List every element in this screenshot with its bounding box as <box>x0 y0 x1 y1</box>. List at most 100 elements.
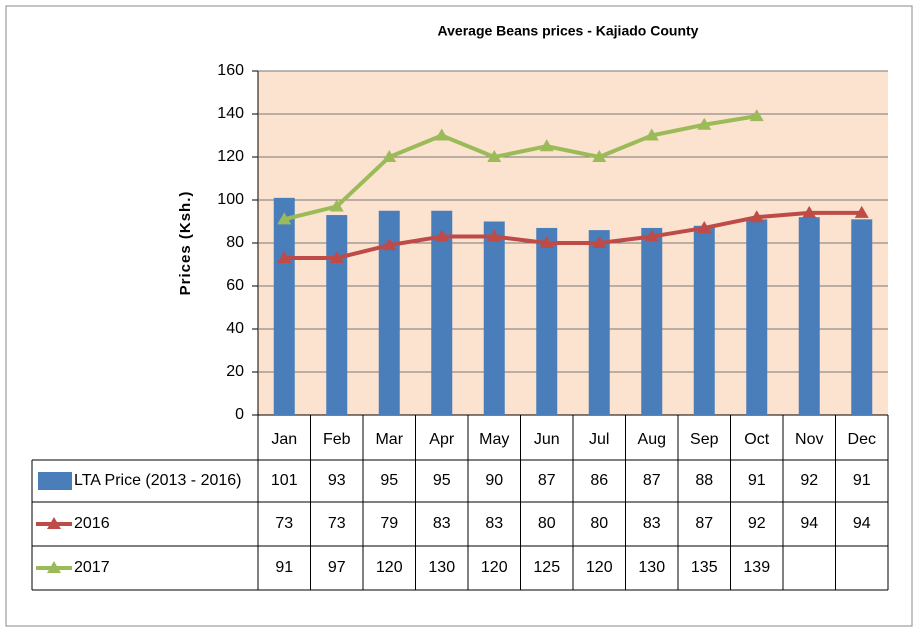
table-value: 73 <box>328 515 346 532</box>
bar <box>273 197 295 415</box>
x-tick-label: Mar <box>375 431 403 448</box>
marker <box>487 150 502 162</box>
x-tick-label: Oct <box>744 431 769 448</box>
bar <box>378 210 400 415</box>
marker <box>434 229 449 242</box>
bar <box>746 219 768 415</box>
bar <box>536 227 558 415</box>
table-value: 120 <box>376 559 403 576</box>
marker <box>749 109 764 122</box>
table-value: 97 <box>328 559 346 576</box>
table-value: 83 <box>433 515 451 532</box>
x-tick-label: Jun <box>534 431 560 448</box>
table-value: 73 <box>275 515 293 532</box>
table-value: 88 <box>695 472 713 489</box>
table-value: 80 <box>538 515 556 532</box>
y-tick-label: 60 <box>226 277 244 294</box>
y-tick-label: 140 <box>217 105 244 122</box>
table-value: 130 <box>638 559 665 576</box>
x-tick-label: Dec <box>848 431 876 448</box>
line <box>284 210 862 261</box>
y-tick-label: 80 <box>226 234 244 251</box>
legend-label: LTA Price (2013 - 2016) <box>74 472 242 489</box>
y-tick-label: 20 <box>226 363 244 380</box>
table-value: 95 <box>380 472 398 489</box>
marker <box>434 128 449 141</box>
x-tick-label: Jul <box>589 431 609 448</box>
table-value: 87 <box>538 472 556 489</box>
table-value: 87 <box>695 515 713 532</box>
y-tick-label: 0 <box>235 406 244 423</box>
y-tick-label: 100 <box>217 191 244 208</box>
y-tick-label: 40 <box>226 320 244 337</box>
table-value: 139 <box>743 559 770 576</box>
legend-label: 2016 <box>74 515 110 532</box>
table-value: 91 <box>275 559 293 576</box>
marker <box>592 236 607 248</box>
marker <box>329 199 344 212</box>
marker <box>697 117 712 130</box>
table-value: 95 <box>433 472 451 489</box>
marker <box>592 150 607 162</box>
y-tick-label: 120 <box>217 148 244 165</box>
marker <box>277 251 292 264</box>
bar <box>798 217 820 415</box>
x-tick-label: Nov <box>795 431 823 448</box>
bar <box>641 227 663 415</box>
marker <box>382 150 397 162</box>
bar <box>588 230 610 415</box>
legend-key <box>47 561 61 573</box>
table-value: 79 <box>380 515 398 532</box>
table-value: 92 <box>800 472 818 489</box>
marker <box>854 205 869 218</box>
table-value: 91 <box>853 472 871 489</box>
table-value: 120 <box>481 559 508 576</box>
bar <box>326 215 348 415</box>
bar <box>483 221 505 415</box>
table-value: 130 <box>428 559 455 576</box>
x-tick-label: May <box>479 431 509 448</box>
bar <box>693 225 715 415</box>
bar <box>851 219 873 415</box>
marker <box>749 210 764 223</box>
table-value: 86 <box>590 472 608 489</box>
table-value: 135 <box>691 559 718 576</box>
marker <box>802 205 817 218</box>
chart-title: Average Beans prices - Kajiado County <box>438 23 699 39</box>
legend-key <box>38 472 72 490</box>
table-value: 83 <box>643 515 661 532</box>
marker <box>539 139 554 152</box>
line <box>283 114 758 222</box>
table-value: 90 <box>485 472 503 489</box>
table-value: 94 <box>853 515 871 532</box>
table-value: 93 <box>328 472 346 489</box>
table-value: 91 <box>748 472 766 489</box>
table-value: 94 <box>800 515 818 532</box>
table-value: 125 <box>533 559 560 576</box>
marker <box>382 238 397 251</box>
y-axis-label: Prices (Ksh.) <box>177 191 194 296</box>
marker <box>697 220 712 233</box>
marker <box>644 229 659 242</box>
legend-label: 2017 <box>74 559 110 576</box>
marker <box>329 251 344 264</box>
marker <box>277 212 292 225</box>
table-value: 101 <box>271 472 298 489</box>
table-value: 87 <box>643 472 661 489</box>
marker <box>539 236 554 248</box>
legend-key <box>47 517 61 529</box>
x-tick-label: Apr <box>429 431 455 448</box>
table-value: 80 <box>590 515 608 532</box>
y-tick-label: 160 <box>217 62 244 79</box>
table-value: 92 <box>748 515 766 532</box>
x-tick-label: Sep <box>690 431 719 448</box>
bar <box>431 210 453 415</box>
x-tick-label: Aug <box>638 431 666 448</box>
marker <box>487 229 502 242</box>
x-tick-label: Feb <box>323 431 351 448</box>
x-tick-label: Jan <box>271 431 297 448</box>
table-value: 83 <box>485 515 503 532</box>
marker <box>644 128 659 141</box>
table-value: 120 <box>586 559 613 576</box>
